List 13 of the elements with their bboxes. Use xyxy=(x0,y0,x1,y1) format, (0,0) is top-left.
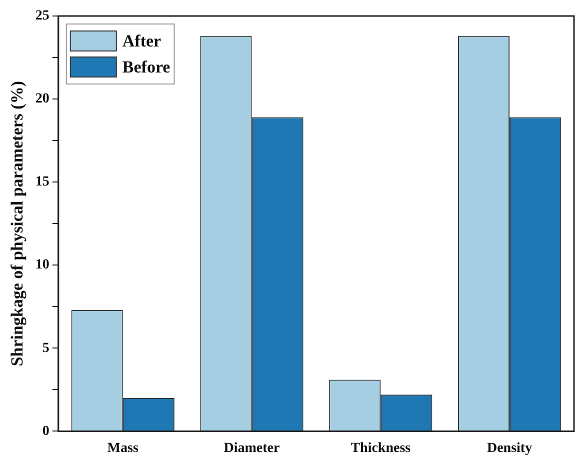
y-tick-label: 20 xyxy=(35,92,50,107)
x-tick-label: Diameter xyxy=(224,441,280,456)
x-tick-label: Density xyxy=(486,441,532,456)
x-tick-label: Thickness xyxy=(350,441,412,456)
y-tick-label: 25 xyxy=(35,8,50,24)
legend-label: Before xyxy=(122,57,171,76)
y-tick-label: 10 xyxy=(35,258,50,273)
y-tick-label: 0 xyxy=(42,424,50,439)
y-axis-title: Shringkage of physical parameters (%) xyxy=(8,80,27,366)
x-tick-label: Mass xyxy=(107,441,139,456)
y-tick-label: 5 xyxy=(42,340,50,356)
y-tick-label: 15 xyxy=(35,174,50,190)
legend-label: After xyxy=(122,31,162,50)
